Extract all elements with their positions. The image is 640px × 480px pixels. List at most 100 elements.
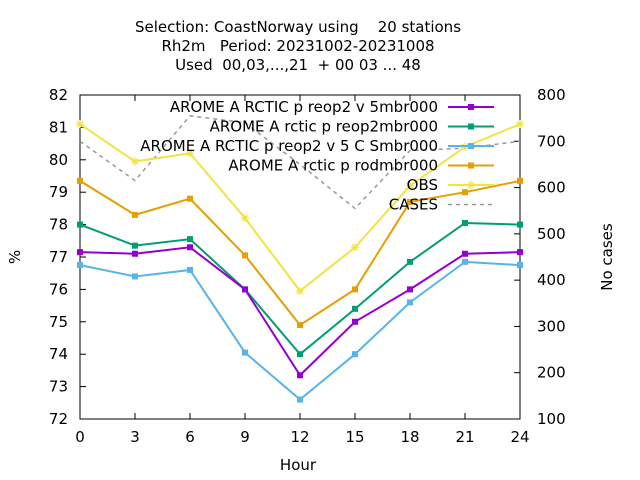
legend: AROME A RCTIC p reop2 v 5mbr000 AROME A r… — [140, 98, 494, 214]
y2-tick-label: 100 — [537, 410, 566, 428]
y-tick-label: 76 — [49, 280, 68, 298]
x-tick-label: 21 — [455, 428, 474, 446]
data-point — [407, 299, 413, 306]
y2-tick-label: 400 — [537, 271, 566, 289]
x-tick-label: 15 — [345, 428, 364, 446]
data-point — [352, 318, 358, 325]
legend-item: AROME A rctic p rodmbr000 — [228, 157, 494, 175]
data-point — [242, 286, 248, 293]
y-tick-label: 75 — [49, 313, 68, 331]
legend-label: OBS — [407, 176, 438, 194]
axes: 0 3 6 9 12 15 18 21 24 72 73 74 75 76 77 78 79 80 81 82 100 2… — [49, 86, 566, 446]
legend-item: AROME A rctic p reop2mbr000 — [210, 118, 494, 136]
data-point — [187, 244, 193, 251]
y-tick-label: 77 — [49, 248, 68, 266]
series-OBS — [76, 120, 524, 296]
y-tick-label: 81 — [49, 118, 68, 136]
data-point — [241, 214, 249, 223]
data-point — [132, 250, 138, 257]
y-tick-label: 78 — [49, 216, 68, 234]
star-stroke — [406, 182, 414, 190]
data-point — [187, 195, 193, 202]
star-stroke — [351, 243, 359, 251]
y-tick-label: 74 — [49, 345, 68, 363]
data-point — [297, 351, 303, 358]
data-point — [352, 286, 358, 293]
y2-tick-label: 300 — [537, 317, 566, 335]
y2-tick-label: 200 — [537, 364, 566, 382]
data-point — [517, 262, 523, 269]
star-stroke — [296, 287, 304, 295]
data-point — [352, 351, 358, 358]
legend-label: AROME A RCTIC p reop2 v 5 C Smbr000 — [140, 137, 438, 155]
y-tick-label: 82 — [49, 86, 68, 104]
data-point — [462, 189, 468, 196]
data-point — [186, 149, 194, 158]
data-point — [242, 252, 248, 259]
data-point — [77, 262, 83, 269]
x-tick-label: 12 — [290, 428, 309, 446]
title-line-1: Selection: CoastNorway using 20 stations — [135, 18, 461, 36]
data-point — [132, 273, 138, 280]
data-point — [516, 120, 524, 129]
data-point — [517, 249, 523, 256]
legend-item: AROME A RCTIC p reop2 v 5mbr000 — [170, 98, 494, 116]
data-point — [467, 181, 475, 189]
data-point — [297, 372, 303, 379]
data-point — [468, 143, 474, 149]
data-point — [132, 242, 138, 249]
title-line-3: Used 00,03,...,21 + 00 03 ... 48 — [175, 56, 421, 74]
legend-label: AROME A rctic p rodmbr000 — [228, 157, 438, 175]
legend-label: AROME A RCTIC p reop2 v 5mbr000 — [170, 98, 438, 116]
y-tick-label: 79 — [49, 183, 68, 201]
legend-item: OBS — [407, 176, 494, 194]
y-tick-label: 73 — [49, 378, 68, 396]
y-axis-label: % — [6, 250, 24, 264]
data-point — [297, 396, 303, 403]
data-point — [407, 286, 413, 293]
series-AROME_ARCTIC_preop2_v5_CSmbr000 — [77, 258, 523, 403]
data-point — [187, 266, 193, 273]
title-line-2: Rh2m Period: 20231002-20231008 — [161, 37, 434, 55]
series-layer — [76, 115, 524, 403]
y-tick-label: 80 — [49, 151, 68, 169]
data-point — [77, 177, 83, 184]
legend-item: CASES — [389, 196, 494, 214]
data-point — [352, 305, 358, 312]
x-tick-label: 18 — [400, 428, 419, 446]
data-point — [187, 236, 193, 243]
data-point — [517, 221, 523, 228]
y2-tick-label: 500 — [537, 225, 566, 243]
data-point — [76, 120, 84, 129]
star-stroke — [467, 181, 475, 189]
x-tick-label: 6 — [185, 428, 195, 446]
data-point — [468, 104, 474, 110]
data-point — [462, 250, 468, 257]
star-stroke — [241, 214, 249, 222]
y-tick-label: 72 — [49, 410, 68, 428]
data-point — [77, 249, 83, 256]
data-point — [462, 219, 468, 226]
data-point — [462, 258, 468, 265]
legend-label: AROME A rctic p reop2mbr000 — [210, 118, 438, 136]
x-axis-label: Hour — [280, 456, 317, 474]
data-point — [131, 157, 139, 166]
data-point — [517, 177, 523, 184]
data-point — [297, 322, 303, 329]
series-line — [79, 260, 521, 401]
data-point — [468, 162, 474, 169]
y2-tick-label: 700 — [537, 132, 566, 150]
series-AROME_Arctic_prodmbr000 — [77, 177, 523, 329]
legend-label: CASES — [389, 196, 438, 214]
data-point — [351, 243, 359, 252]
star-stroke — [131, 157, 139, 165]
data-point — [242, 349, 248, 356]
x-tick-label: 3 — [130, 428, 140, 446]
star-stroke — [186, 149, 194, 157]
star-stroke — [516, 120, 524, 128]
star-stroke — [76, 120, 84, 128]
x-tick-label: 9 — [240, 428, 250, 446]
data-point — [407, 198, 413, 205]
data-point — [296, 287, 304, 296]
